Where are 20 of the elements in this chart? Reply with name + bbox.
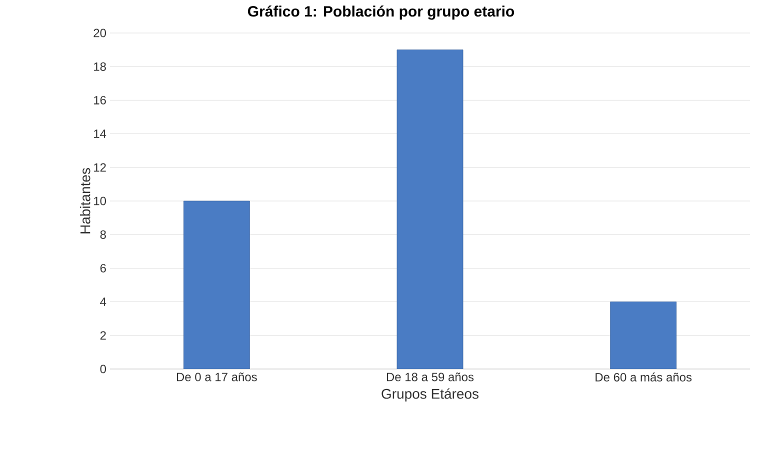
- x-tick-label: De 60 a más años: [596, 372, 692, 382]
- x-axis-title: Grupos Etáreos: [382, 388, 479, 402]
- y-tick-label: 20: [94, 28, 106, 38]
- bar: [396, 50, 464, 369]
- chart-title: Gráfico 1: Población por grupo etario: [248, 6, 514, 20]
- y-tick-label: 14: [94, 130, 106, 138]
- y-tick-label: 18: [94, 62, 106, 71]
- bar: [183, 200, 250, 369]
- y-tick-label: 8: [100, 230, 106, 239]
- y-tick-label: 0: [100, 364, 106, 374]
- y-tick-label: 16: [94, 96, 106, 104]
- y-tick-label: 4: [100, 298, 106, 306]
- y-tick-label: 2: [100, 331, 106, 340]
- bar: [610, 302, 677, 369]
- y-axis-title: Habitantes: [80, 168, 90, 234]
- y-tick-label: 12: [94, 163, 106, 172]
- x-tick-label: De 18 a 59 años: [386, 372, 474, 382]
- x-tick-label: De 0 a 17 años: [176, 372, 257, 382]
- y-tick-label: 6: [100, 264, 106, 272]
- y-tick-label: 10: [94, 196, 106, 206]
